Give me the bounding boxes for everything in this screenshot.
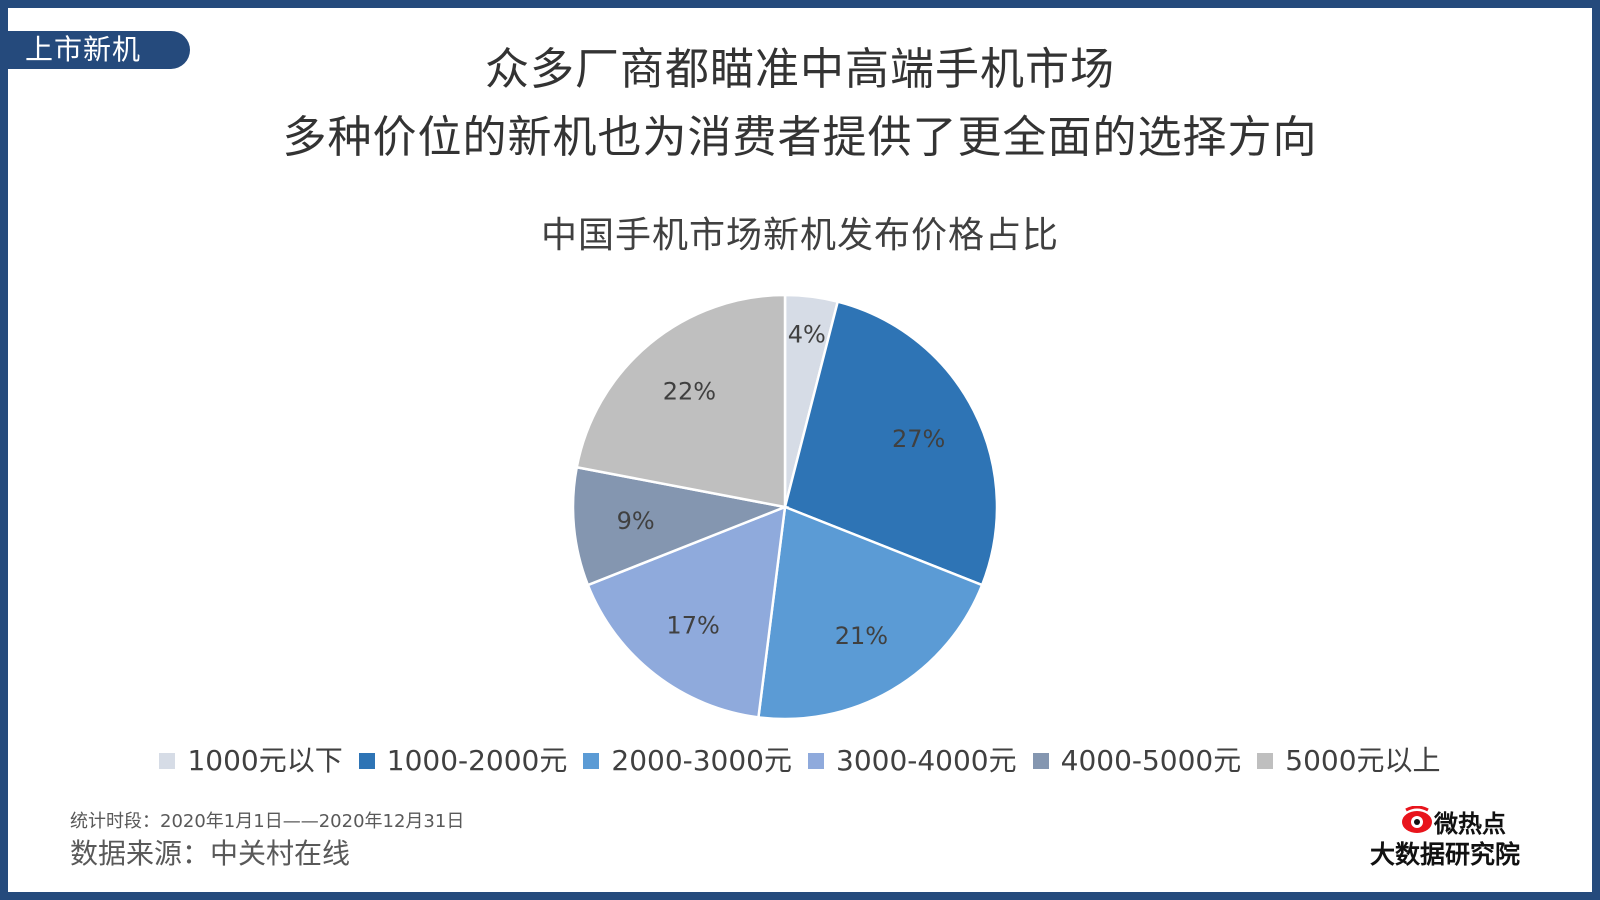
legend-item-2: 1000-2000元 (358, 742, 568, 780)
legend-swatch (808, 753, 824, 769)
pie-slice-4 (586, 505, 787, 719)
data-label-2: 27% (892, 425, 945, 453)
section-tag: 上市新机 (8, 31, 190, 69)
data-label-1: 4% (788, 321, 826, 349)
data-label-3: 21% (835, 622, 888, 650)
legend-label: 5000元以上 (1285, 744, 1441, 777)
headline-line-2: 多种价位的新机也为消费者提供了更全面的选择方向 (282, 112, 1318, 163)
legend-item-1: 1000元以下 (159, 742, 343, 780)
logo-text-bottom: 大数据研究院 (1370, 840, 1521, 869)
legend-swatch (159, 753, 176, 769)
legend-label: 1000-2000元 (386, 744, 568, 777)
legend-item-3: 2000-3000元 (583, 742, 792, 780)
legend-label: 4000-5000元 (1060, 744, 1242, 777)
pie-slice-5 (571, 465, 790, 587)
data-label-4: 17% (666, 612, 719, 640)
chart-title: 中国手机市场新机发布价格占比 (540, 215, 1059, 256)
pie-slice-2 (783, 300, 999, 587)
legend-swatch (1257, 753, 1274, 769)
legend-item-4: 3000-4000元 (808, 742, 1017, 780)
pie-slice-3 (757, 505, 984, 721)
legend-swatch (358, 753, 375, 769)
legend-item-5: 4000-5000元 (1032, 742, 1242, 780)
legend-label: 1000元以下 (187, 744, 343, 777)
legend-item-6: 5000元以上 (1257, 742, 1441, 780)
data-source: 数据来源：中关村在线 (70, 837, 351, 870)
eye-logo-icon (1402, 806, 1432, 833)
logo-text-top: 微热点 (1434, 810, 1506, 838)
brand-logo: 微热点 大数据研究院 (1370, 806, 1540, 870)
legend-swatch (583, 753, 600, 769)
legend-label: 2000-3000元 (611, 744, 792, 777)
legend-swatch (1032, 753, 1049, 769)
pie-slice-6 (575, 293, 787, 509)
chart-legend: 1000元以下 1000-2000元 2000-3000元 3000-4000元 400… (0, 742, 1600, 780)
statistics-period: 统计时段：2020年1月1日——2020年12月31日 (70, 811, 465, 832)
data-label-5: 9% (617, 507, 655, 535)
legend-label: 3000-4000元 (836, 744, 1017, 777)
headline-line-1: 众多厂商都瞄准中高端手机市场 (485, 44, 1115, 95)
data-label-6: 22% (663, 377, 716, 405)
